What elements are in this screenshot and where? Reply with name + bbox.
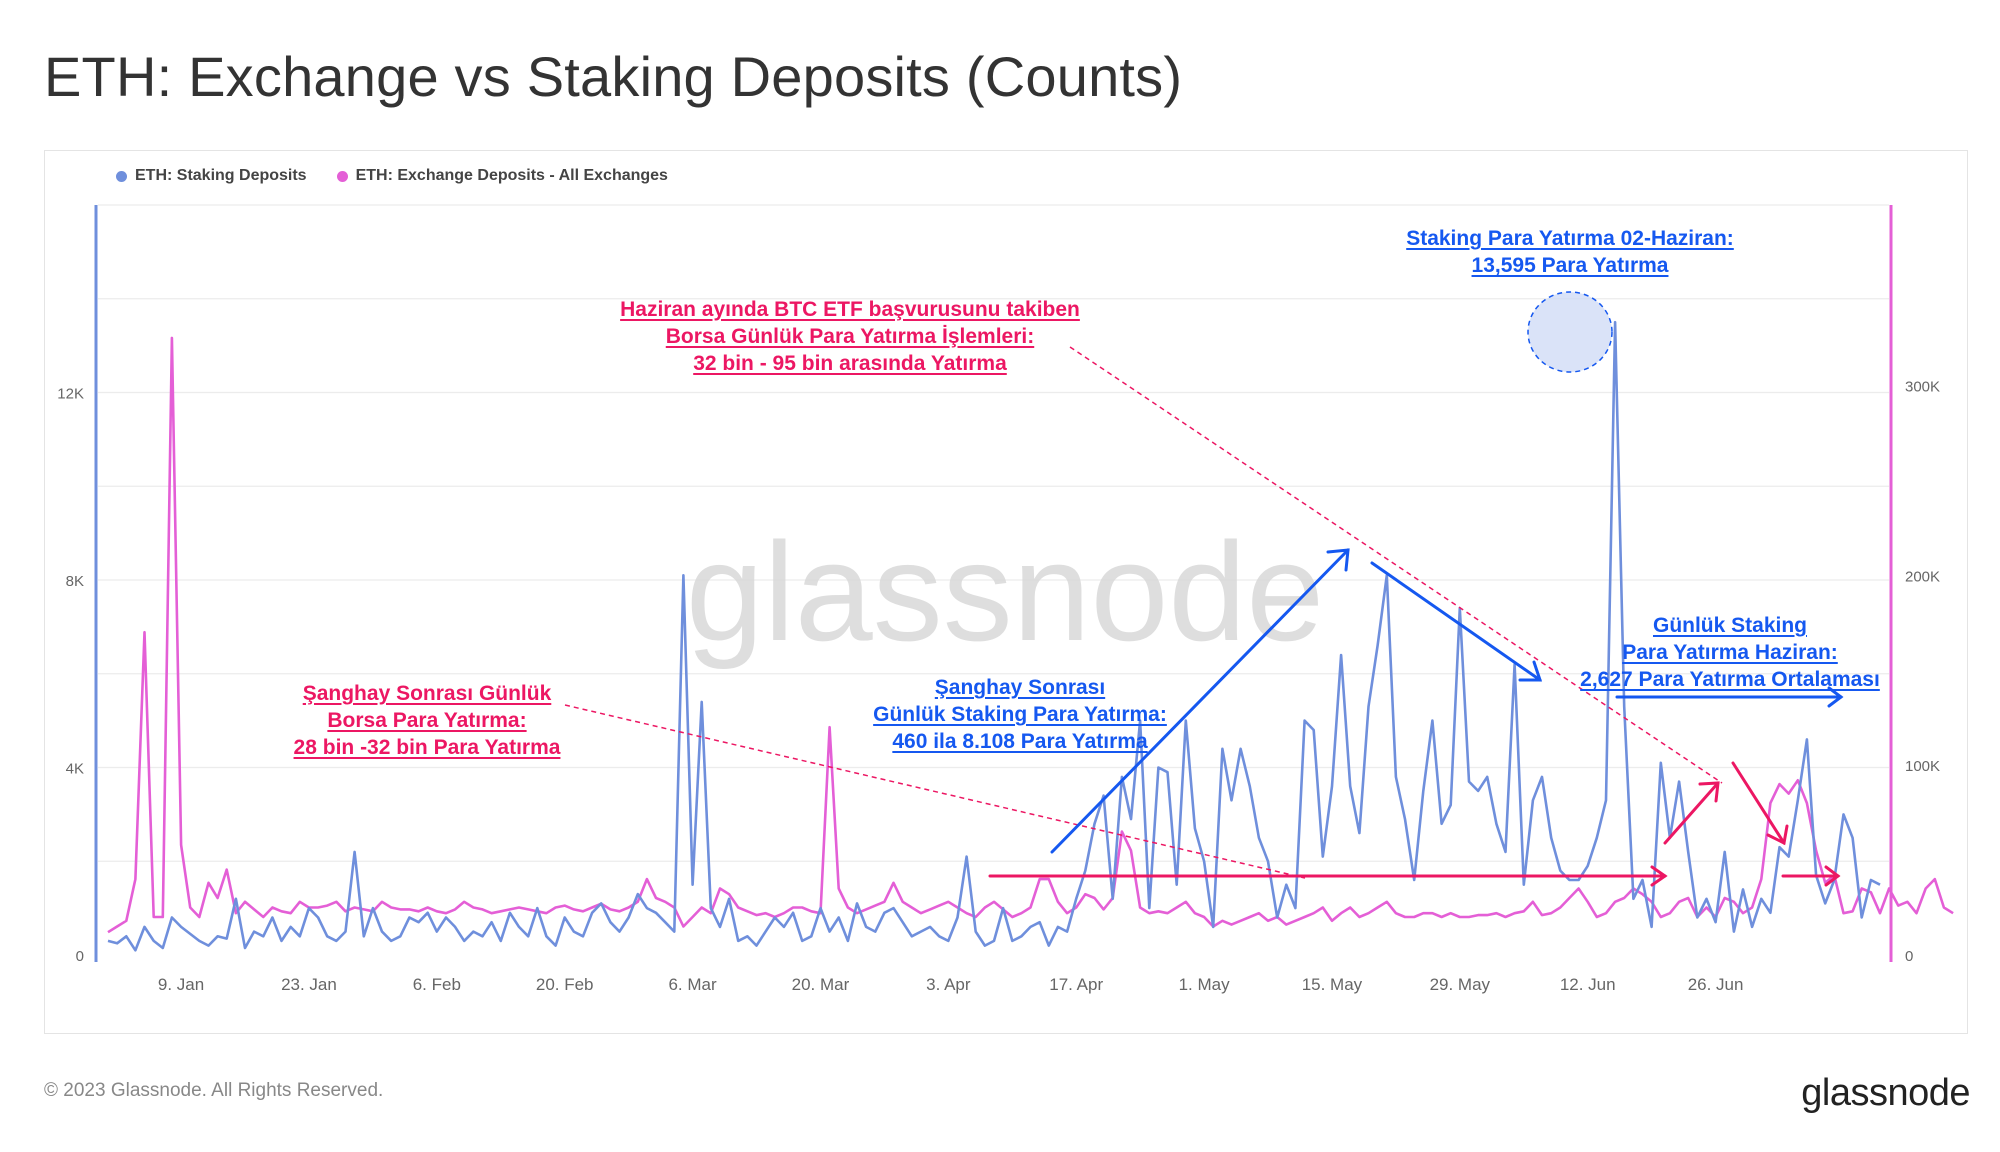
x-axis-ticks: 9. Jan 23. Jan 6. Feb 20. Feb 6. Mar 20. Mar 3… (158, 975, 1744, 994)
annotation-line: Borsa Günlük Para Yatırma İşlemleri: (665, 325, 1035, 348)
staking-dot-icon (116, 170, 127, 182)
annotation-line: 32 bin - 95 bin arasında Yatırma (693, 352, 1007, 375)
y-tick-label-left: 0 (76, 948, 84, 965)
y-tick-label-left: 8K (66, 573, 84, 590)
y-tick-label-right: 100K (1905, 758, 1940, 775)
legend-label-exchange: ETH: Exchange Deposits - All Exchanges (355, 167, 668, 184)
arrow-exchange-down-head-icon (1766, 824, 1789, 846)
annotation-line: Günlük Staking (1652, 614, 1807, 637)
x-tick-label: 29. May (1430, 975, 1491, 994)
x-tick-label: 26. Jun (1688, 975, 1744, 994)
grid-lines (98, 204, 1889, 862)
y-tick-label-right: 200K (1905, 568, 1940, 585)
annotation-line: 2,627 Para Yatırma Ortalaması (1580, 668, 1880, 691)
x-tick-label: 1. May (1179, 975, 1231, 994)
annotation-exchange-june: Haziran ayında BTC ETF başvurusunu takib… (560, 296, 1140, 377)
annotation-line: Şanghay Sonrası Günlük (302, 682, 552, 705)
chart-frame (44, 150, 1968, 1034)
arrow-exchange-july-head-icon (1824, 865, 1841, 887)
y-tick-label-left: 4K (66, 761, 84, 778)
arrow-exchange-up (1663, 781, 1720, 845)
series-line-staking (107, 320, 1881, 952)
arrow-exchange-flat-head-icon (1650, 865, 1668, 887)
x-tick-label: 12. Jun (1560, 975, 1616, 994)
x-tick-label: 9. Jan (158, 975, 204, 994)
annotation-shanghai-staking: Şanghay Sonrası Günlük Staking Para Yatı… (840, 674, 1200, 755)
annotation-line: Günlük Staking Para Yatırma: (873, 703, 1167, 726)
annotation-overlays (564, 291, 1844, 887)
x-tick-label: 15. May (1302, 975, 1363, 994)
x-tick-label: 6. Feb (413, 975, 461, 994)
arrow-staking-up-head-icon (1326, 548, 1350, 572)
annotation-line: Şanghay Sonrası (934, 676, 1106, 699)
footer-logo[interactable]: glassnode (1801, 1072, 1970, 1114)
x-tick-label: 6. Mar (668, 975, 717, 994)
legend-item-staking[interactable]: ETH: Staking Deposits (116, 167, 307, 185)
x-tick-label: 20. Feb (536, 975, 594, 994)
chart-legend: ETH: Staking Deposits ETH: Exchange Depo… (116, 167, 668, 185)
page-title: ETH: Exchange vs Staking Deposits (Count… (44, 45, 1183, 108)
footer-copyright: © 2023 Glassnode. All Rights Reserved. (44, 1080, 384, 1101)
arrow-staking-down (1370, 561, 1542, 682)
exchange-dot-icon (336, 170, 348, 182)
staking-peak-highlight (1527, 291, 1613, 373)
dashed-pointer-exchange-june (1069, 346, 1723, 784)
annotation-staking-peak: Staking Para Yatırma 02-Haziran: 13,595 … (1355, 225, 1785, 279)
arrow-staking-up (1050, 548, 1350, 854)
y-tick-label-left: 12K (57, 386, 84, 403)
legend-label-staking: ETH: Staking Deposits (135, 167, 307, 184)
annotation-line: Para Yatırma Haziran: (1622, 641, 1838, 664)
annotation-shanghai-exchange: Şanghay Sonrası Günlük Borsa Para Yatırm… (252, 680, 602, 761)
arrow-exchange-down (1731, 761, 1786, 845)
watermark: glassnode (686, 513, 1324, 670)
y-tick-label-right: 0 (1905, 948, 1913, 965)
dashed-pointer-shanghai-exchange (564, 704, 1306, 879)
annotation-line: Haziran ayında BTC ETF başvurusunu takib… (620, 298, 1080, 321)
annotation-line: Borsa Para Yatırma: (327, 709, 527, 732)
legend-item-exchange[interactable]: ETH: Exchange Deposits - All Exchanges (336, 167, 668, 185)
x-tick-label: 23. Jan (281, 975, 337, 994)
x-tick-label: 3. Apr (926, 975, 971, 994)
arrow-june-staking-avg-head-icon (1827, 686, 1844, 708)
annotation-line: Staking Para Yatırma 02-Haziran: (1406, 227, 1734, 250)
annotation-line: 460 ila 8.108 Para Yatırma (892, 730, 1148, 753)
annotation-line: 28 bin -32 bin Para Yatırma (293, 736, 561, 759)
y-tick-label-right: 300K (1905, 378, 1940, 395)
y-axis-left-ticks: 0 4K 8K 12K (57, 386, 84, 966)
annotation-line: 13,595 Para Yatırma (1471, 254, 1669, 277)
y-axis-right-ticks: 0 100K 200K 300K (1905, 378, 1940, 965)
x-tick-label: 20. Mar (792, 975, 850, 994)
x-tick-label: 17. Apr (1049, 975, 1103, 994)
arrow-exchange-up-head-icon (1698, 781, 1720, 803)
annotation-june-staking: Günlük Staking Para Yatırma Haziran: 2,6… (1555, 612, 1905, 693)
arrow-staking-down-head-icon (1518, 660, 1543, 682)
